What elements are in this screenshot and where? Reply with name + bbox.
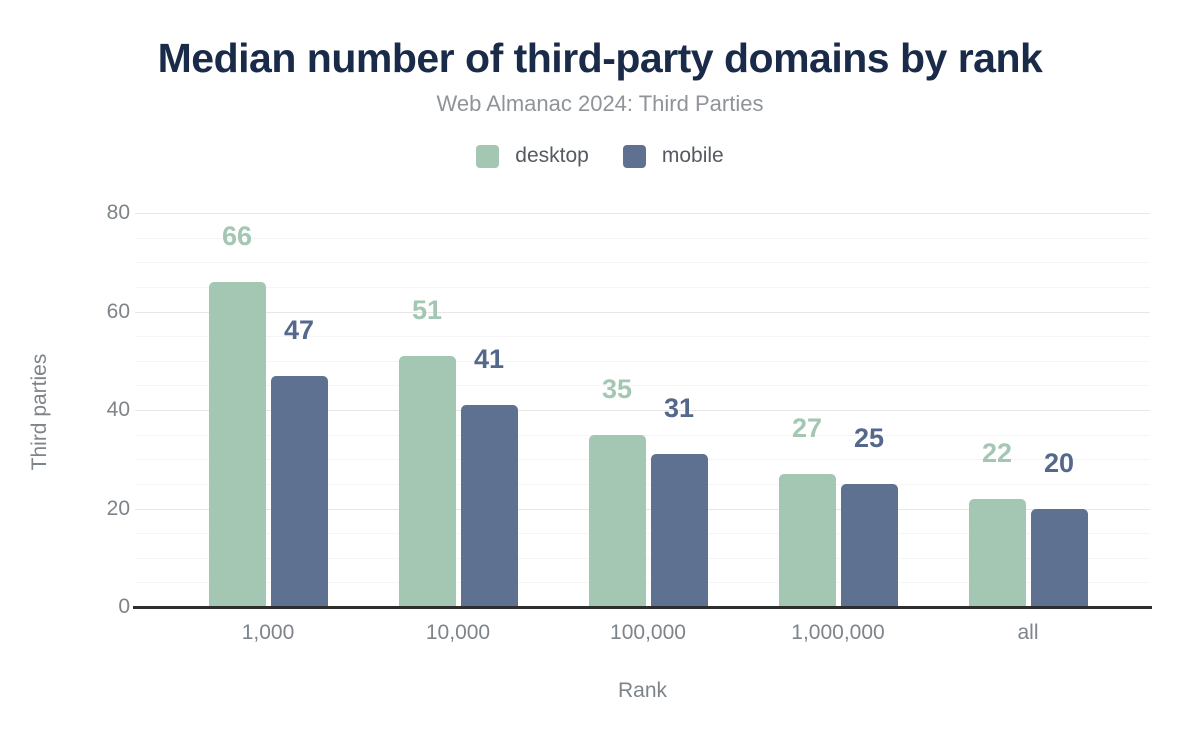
gridline-55 [135, 336, 1150, 338]
value-label-desktop-all: 22 [981, 437, 1013, 468]
legend-swatch-mobile [622, 144, 646, 168]
y-tick-0: 0 [118, 595, 130, 618]
value-label-mobile-10,000: 41 [473, 344, 505, 375]
gridline-50 [135, 360, 1150, 362]
bar-desktop-100,000[interactable] [588, 434, 646, 607]
value-label-mobile-1,000,000: 25 [853, 422, 885, 453]
gridline-70 [135, 262, 1150, 264]
bar-desktop-all[interactable] [968, 498, 1026, 607]
x-tick-all: all [1017, 621, 1039, 644]
value-label-desktop-100,000: 35 [601, 373, 633, 404]
x-tick-10,000: 10,000 [425, 621, 491, 644]
x-tick-1,000: 1,000 [241, 621, 295, 644]
x-tick-100,000: 100,000 [610, 621, 686, 644]
value-label-mobile-1,000: 47 [283, 314, 315, 345]
gridline-80 [135, 213, 1150, 214]
x-axis-title: Rank [617, 679, 668, 702]
gridline-40 [135, 410, 1150, 411]
value-label-desktop-10,000: 51 [411, 294, 443, 325]
value-label-mobile-100,000: 31 [663, 393, 695, 424]
bar-mobile-100,000[interactable] [650, 454, 708, 607]
gridline-60 [135, 311, 1150, 313]
bar-mobile-all[interactable] [1030, 508, 1088, 607]
bar-mobile-10,000[interactable] [460, 405, 518, 607]
value-label-desktop-1,000,000: 27 [791, 413, 823, 444]
gridline-45 [135, 385, 1150, 387]
chart-title: Median number of third-party domains by … [157, 35, 1043, 81]
bar-mobile-1,000[interactable] [270, 375, 328, 607]
legend-item-desktop[interactable]: desktop [476, 144, 589, 168]
gridline-65 [135, 286, 1150, 288]
chart-subtitle: Web Almanac 2024: Third Parties [436, 91, 764, 116]
y-tick-40: 40 [106, 398, 130, 421]
y-axis-title: Third parties [28, 353, 51, 471]
x-tick-1,000,000: 1,000,000 [791, 621, 885, 644]
bar-desktop-1,000[interactable] [208, 281, 266, 607]
y-tick-60: 60 [106, 299, 130, 323]
bar-desktop-1,000,000[interactable] [778, 474, 836, 607]
value-label-mobile-all: 20 [1043, 447, 1075, 478]
legend-label-mobile: mobile [661, 144, 724, 167]
x-axis-line [133, 606, 1152, 609]
bar-desktop-10,000[interactable] [398, 355, 456, 607]
bar-mobile-1,000,000[interactable] [840, 483, 898, 607]
legend-swatch-desktop [476, 144, 500, 168]
value-label-desktop-1,000: 66 [221, 220, 253, 251]
y-tick-80: 80 [106, 201, 130, 224]
legend: desktop mobile [0, 143, 1200, 169]
legend-item-mobile[interactable]: mobile [622, 144, 724, 168]
gridline-75 [135, 237, 1150, 239]
y-tick-20: 20 [106, 496, 130, 520]
legend-label-desktop: desktop [515, 144, 589, 167]
